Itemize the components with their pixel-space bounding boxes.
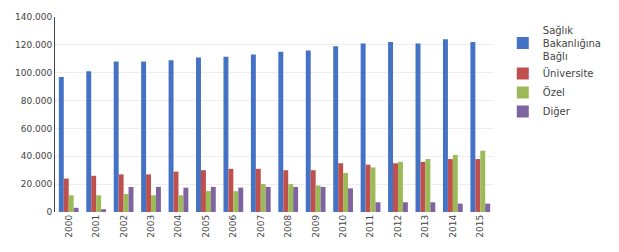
svg-text:2010: 2010 bbox=[338, 215, 348, 238]
svg-text:Diğer: Diğer bbox=[543, 106, 571, 117]
svg-text:2005: 2005 bbox=[201, 215, 211, 238]
svg-text:Özel: Özel bbox=[543, 86, 565, 98]
svg-text:120.000: 120.000 bbox=[15, 40, 52, 50]
svg-text:40.000: 40.000 bbox=[21, 151, 53, 161]
svg-text:2009: 2009 bbox=[311, 215, 321, 238]
svg-text:100.000: 100.000 bbox=[15, 68, 52, 78]
svg-text:SağlıkBakanlığınaBağlı: SağlıkBakanlığınaBağlı bbox=[543, 25, 601, 62]
svg-text:2003: 2003 bbox=[146, 215, 156, 238]
svg-text:2002: 2002 bbox=[119, 215, 129, 238]
svg-text:0: 0 bbox=[46, 207, 52, 217]
svg-text:2013: 2013 bbox=[420, 215, 430, 238]
svg-text:2015: 2015 bbox=[475, 215, 485, 238]
svg-text:2014: 2014 bbox=[448, 215, 458, 238]
svg-text:140.000: 140.000 bbox=[15, 12, 52, 22]
svg-text:2007: 2007 bbox=[256, 215, 266, 238]
svg-text:2008: 2008 bbox=[283, 215, 293, 238]
svg-text:2011: 2011 bbox=[365, 215, 375, 238]
svg-text:20.000: 20.000 bbox=[21, 179, 53, 189]
svg-text:2012: 2012 bbox=[393, 215, 403, 238]
svg-text:2001: 2001 bbox=[91, 215, 101, 238]
svg-text:2000: 2000 bbox=[64, 215, 74, 238]
svg-text:2004: 2004 bbox=[173, 215, 183, 238]
svg-text:Üniversite: Üniversite bbox=[543, 67, 594, 79]
svg-text:80.000: 80.000 bbox=[21, 96, 53, 106]
svg-text:60.000: 60.000 bbox=[21, 124, 53, 134]
svg-text:2006: 2006 bbox=[228, 215, 238, 238]
